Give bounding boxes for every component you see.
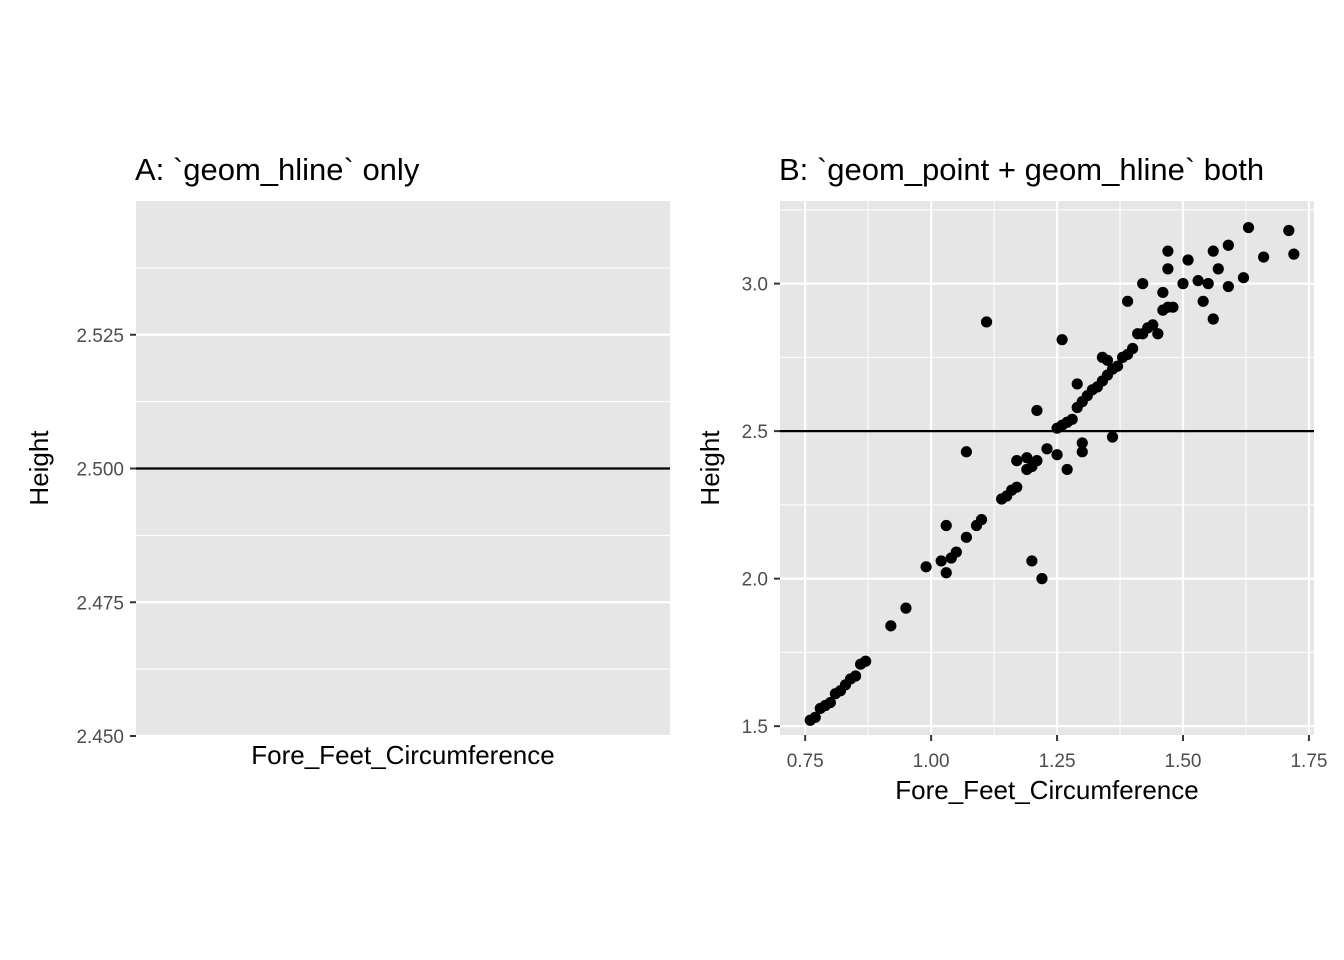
data-point — [975, 514, 988, 526]
panel-b-x-tick-label: 1.25 — [1039, 751, 1076, 772]
panel-a-title: A: `geom_hline` only — [135, 152, 420, 187]
panel-b-x-tick-label: 1.75 — [1290, 751, 1327, 772]
data-point — [1288, 248, 1300, 260]
data-point — [1101, 354, 1114, 366]
panel-b-y-tick-label: 2.0 — [742, 570, 768, 591]
data-point — [1182, 254, 1194, 266]
data-point — [920, 561, 932, 573]
panel-b-x-tick-label: 0.75 — [787, 751, 824, 772]
panel-a-y-tick-label: 2.525 — [76, 326, 124, 347]
data-point — [1036, 573, 1048, 585]
data-point — [1076, 437, 1088, 449]
panel-a: A: `geom_hline` only 2.450 2.475 2.500 2.52… — [24, 152, 670, 770]
data-point — [1207, 313, 1219, 325]
data-point — [950, 546, 962, 558]
data-point — [1021, 452, 1033, 464]
panel-a-y-axis-title: Height — [24, 430, 54, 506]
data-point — [900, 602, 912, 614]
data-point — [1106, 431, 1119, 443]
panel-b-y-axis: 1.5 2.0 2.5 3.0 — [742, 275, 780, 738]
data-point — [935, 555, 947, 567]
panel-a-y-axis: 2.450 2.475 2.500 2.525 — [76, 326, 136, 748]
data-point — [960, 531, 972, 543]
panel-b-x-tick-label: 1.00 — [913, 751, 950, 772]
data-point — [1111, 360, 1124, 372]
data-point — [1167, 301, 1179, 313]
data-point — [1283, 224, 1295, 237]
panel-b: B: `geom_point + geom_hline` both 0.75 1.… — [695, 152, 1327, 805]
data-point — [1222, 280, 1234, 293]
data-point — [1147, 319, 1159, 331]
panel-b-y-tick-label: 1.5 — [742, 717, 768, 738]
data-point — [860, 655, 872, 667]
data-point — [1222, 239, 1234, 251]
data-point — [1207, 245, 1219, 257]
data-point — [824, 696, 836, 709]
data-point — [1177, 278, 1189, 290]
panel-b-x-axis: 0.75 1.00 1.25 1.50 1.75 — [787, 735, 1327, 772]
panel-b-x-tick-label: 1.50 — [1165, 751, 1202, 772]
data-point — [940, 519, 952, 532]
data-point — [1051, 449, 1063, 461]
panel-a-y-tick-label: 2.450 — [76, 727, 124, 748]
data-point — [1258, 251, 1270, 263]
data-point — [1127, 342, 1139, 355]
data-point — [1122, 295, 1134, 307]
data-point — [1152, 328, 1164, 340]
data-point — [1011, 455, 1023, 467]
data-point — [1192, 275, 1204, 287]
data-point — [1197, 295, 1209, 307]
panel-a-x-axis-title: Fore_Feet_Circumference — [251, 740, 554, 770]
panel-b-y-axis-title: Height — [695, 430, 725, 506]
data-point — [1041, 443, 1053, 455]
data-point — [1076, 446, 1088, 458]
data-point — [885, 620, 897, 632]
data-point — [1162, 245, 1174, 257]
data-point — [960, 446, 972, 458]
panel-b-x-axis-title: Fore_Feet_Circumference — [895, 775, 1198, 805]
data-point — [1056, 334, 1068, 346]
data-point — [1071, 378, 1083, 390]
panel-a-y-tick-label: 2.475 — [76, 593, 124, 614]
panel-b-plot-background — [780, 201, 1314, 735]
data-point — [1061, 463, 1073, 476]
panel-a-y-tick-label: 2.500 — [76, 460, 124, 481]
data-point — [1026, 555, 1038, 567]
data-point — [1031, 404, 1043, 417]
data-point — [809, 711, 821, 723]
data-point — [1202, 278, 1214, 290]
data-point — [1011, 481, 1023, 493]
data-point — [849, 670, 862, 682]
panel-b-points — [804, 221, 1300, 726]
data-point — [1066, 413, 1078, 425]
panel-b-y-tick-label: 2.5 — [742, 422, 768, 443]
data-point — [940, 567, 952, 579]
panel-b-title: B: `geom_point + geom_hline` both — [779, 152, 1264, 187]
data-point — [1157, 286, 1169, 299]
data-point — [1031, 455, 1043, 467]
data-point — [1137, 278, 1149, 290]
data-point — [980, 316, 993, 328]
data-point — [1162, 263, 1174, 275]
data-point — [1242, 221, 1255, 234]
data-point — [1237, 272, 1250, 284]
data-point — [1212, 263, 1224, 275]
panel-b-y-tick-label: 3.0 — [742, 275, 768, 296]
